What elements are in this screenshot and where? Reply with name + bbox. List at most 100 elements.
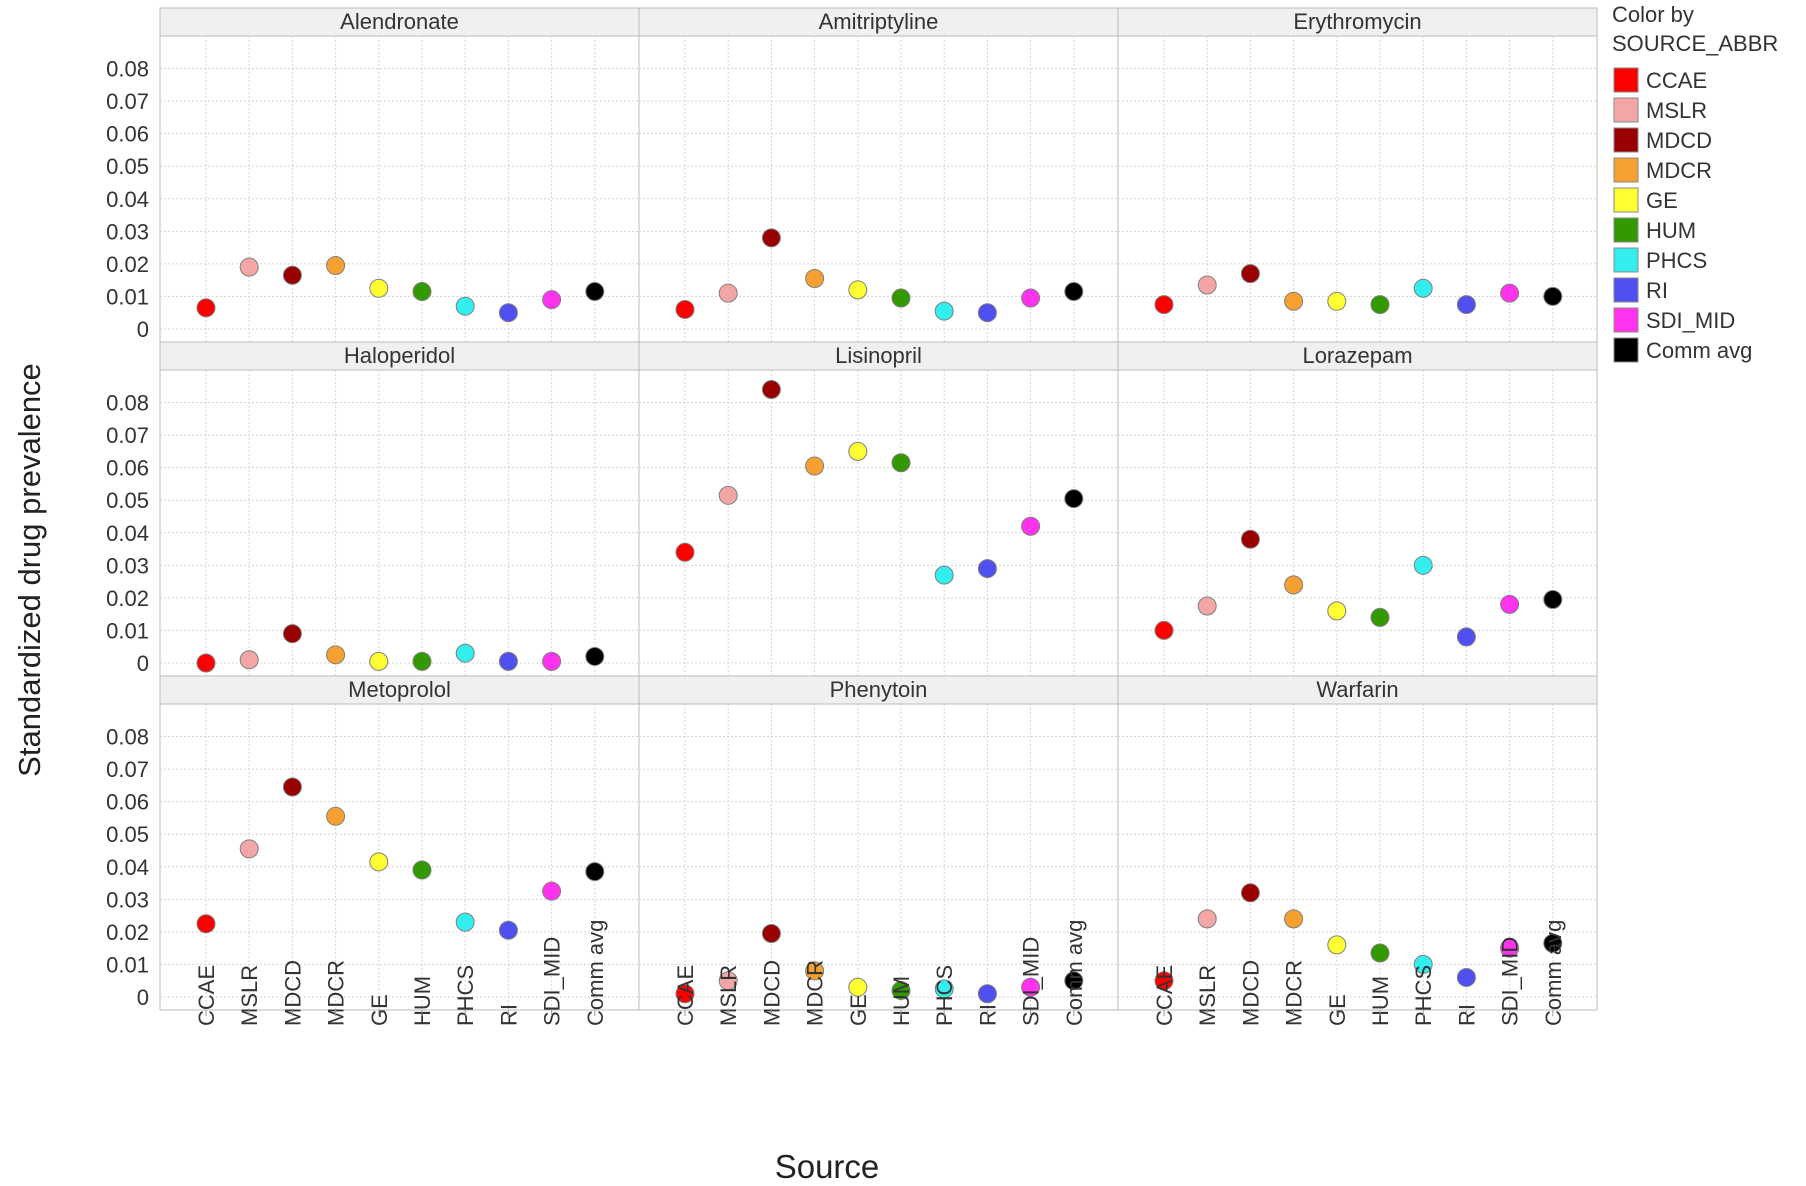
data-point	[282, 777, 302, 797]
x-tick-label: CCAE	[1152, 965, 1177, 1026]
data-point	[1154, 971, 1174, 991]
legend-swatch	[1613, 337, 1639, 363]
data-point	[239, 257, 259, 277]
x-tick-label: RI	[496, 1004, 521, 1026]
y-tick-label: 0.08	[106, 57, 149, 82]
x-tick-label: CCAE	[194, 965, 219, 1026]
x-tick-label: MDCD	[280, 960, 305, 1026]
y-tick-label: 0.03	[106, 553, 149, 578]
data-point	[891, 288, 911, 308]
facet-panel: Alendronate	[159, 7, 640, 343]
data-point	[1154, 295, 1174, 315]
legend: Color by SOURCE_ABBR CCAE MSLR MDCD MDCR GE H…	[1612, 2, 1778, 363]
y-tick-label: 0.05	[106, 488, 149, 513]
x-tick-label: Comm avg	[1062, 920, 1087, 1026]
facet-panel: Erythromycin	[1117, 7, 1598, 343]
data-point	[369, 651, 389, 671]
y-tick-label: 0	[137, 985, 149, 1010]
data-point	[542, 651, 562, 671]
data-point	[761, 380, 781, 400]
facet-panel: Lisinopril	[638, 341, 1119, 677]
x-tick-label: PHCS	[932, 965, 957, 1026]
facet-panel: Phenytoin	[638, 675, 1119, 1011]
data-point	[412, 282, 432, 302]
x-tick-label: PHCS	[453, 965, 478, 1026]
data-point	[1327, 935, 1347, 955]
x-axis-label: Source	[775, 1148, 880, 1185]
legend-label: CCAE	[1646, 68, 1707, 93]
data-point	[848, 280, 868, 300]
data-point	[1064, 971, 1084, 991]
data-point	[585, 282, 605, 302]
y-tick-label: 0.01	[106, 618, 149, 643]
data-point	[1284, 575, 1304, 595]
data-point	[1064, 489, 1084, 509]
legend-label: MDCD	[1646, 128, 1712, 153]
data-point	[718, 485, 738, 505]
data-point	[326, 645, 346, 665]
data-point	[805, 456, 825, 476]
data-point	[1327, 291, 1347, 311]
data-point	[1500, 938, 1520, 958]
x-tick-label: MDCR	[1282, 960, 1307, 1026]
x-tick-label: HUM	[1368, 976, 1393, 1026]
plot-area	[638, 35, 1119, 343]
data-point	[455, 643, 475, 663]
facet-strip	[159, 7, 640, 37]
x-tick-label: Comm avg	[1541, 920, 1566, 1026]
y-tick-label: 0.02	[106, 586, 149, 611]
plot-area	[159, 703, 640, 1011]
y-tick-label: 0.05	[106, 154, 149, 179]
data-point	[1456, 295, 1476, 315]
plot-area	[1117, 369, 1598, 677]
plot-area	[159, 35, 640, 343]
legend-swatch	[1613, 307, 1639, 333]
y-tick-label: 0.04	[106, 855, 149, 880]
data-point	[934, 979, 954, 999]
legend-swatch	[1613, 247, 1639, 273]
data-point	[455, 912, 475, 932]
panels-layer: Alendronate 0 0.01 0.02 0.03 0.04 0.05 0.06 0.07…	[106, 7, 1598, 1026]
data-point	[239, 839, 259, 859]
x-tick-label: MSLR	[237, 965, 262, 1026]
data-point	[282, 624, 302, 644]
y-tick-label: 0.07	[106, 423, 149, 448]
data-point	[585, 862, 605, 882]
legend-label: RI	[1646, 278, 1668, 303]
facet-title: Haloperidol	[344, 343, 455, 368]
y-tick-label: 0.06	[106, 122, 149, 147]
data-point	[1197, 596, 1217, 616]
data-point	[934, 565, 954, 585]
data-point	[498, 303, 518, 323]
plot-area	[1117, 703, 1598, 1011]
data-point	[498, 651, 518, 671]
x-tick-label: MDCD	[1238, 960, 1263, 1026]
legend-swatch	[1613, 277, 1639, 303]
data-point	[1413, 278, 1433, 298]
facet-title: Warfarin	[1316, 677, 1398, 702]
legend-swatch	[1613, 67, 1639, 93]
data-point	[675, 542, 695, 562]
data-point	[848, 977, 868, 997]
facet-title: Amitriptyline	[819, 9, 939, 34]
facet-panel: Amitriptyline	[638, 7, 1119, 343]
data-point	[326, 806, 346, 826]
data-point	[761, 228, 781, 248]
x-tick-label: MDCR	[803, 960, 828, 1026]
data-point	[239, 650, 259, 670]
legend-swatch	[1613, 187, 1639, 213]
x-tick-label: MSLR	[716, 965, 741, 1026]
plot-area	[638, 703, 1119, 1011]
facet-title: Lisinopril	[835, 343, 922, 368]
y-tick-label: 0.03	[106, 887, 149, 912]
y-axis-label: Standardized drug prevalence	[12, 363, 47, 777]
data-point	[1456, 967, 1476, 987]
data-point	[585, 646, 605, 666]
y-tick-label: 0.03	[106, 219, 149, 244]
data-point	[542, 881, 562, 901]
data-point	[1543, 286, 1563, 306]
data-point	[1543, 933, 1563, 953]
y-tick-label: 0.02	[106, 252, 149, 277]
data-point	[805, 961, 825, 981]
